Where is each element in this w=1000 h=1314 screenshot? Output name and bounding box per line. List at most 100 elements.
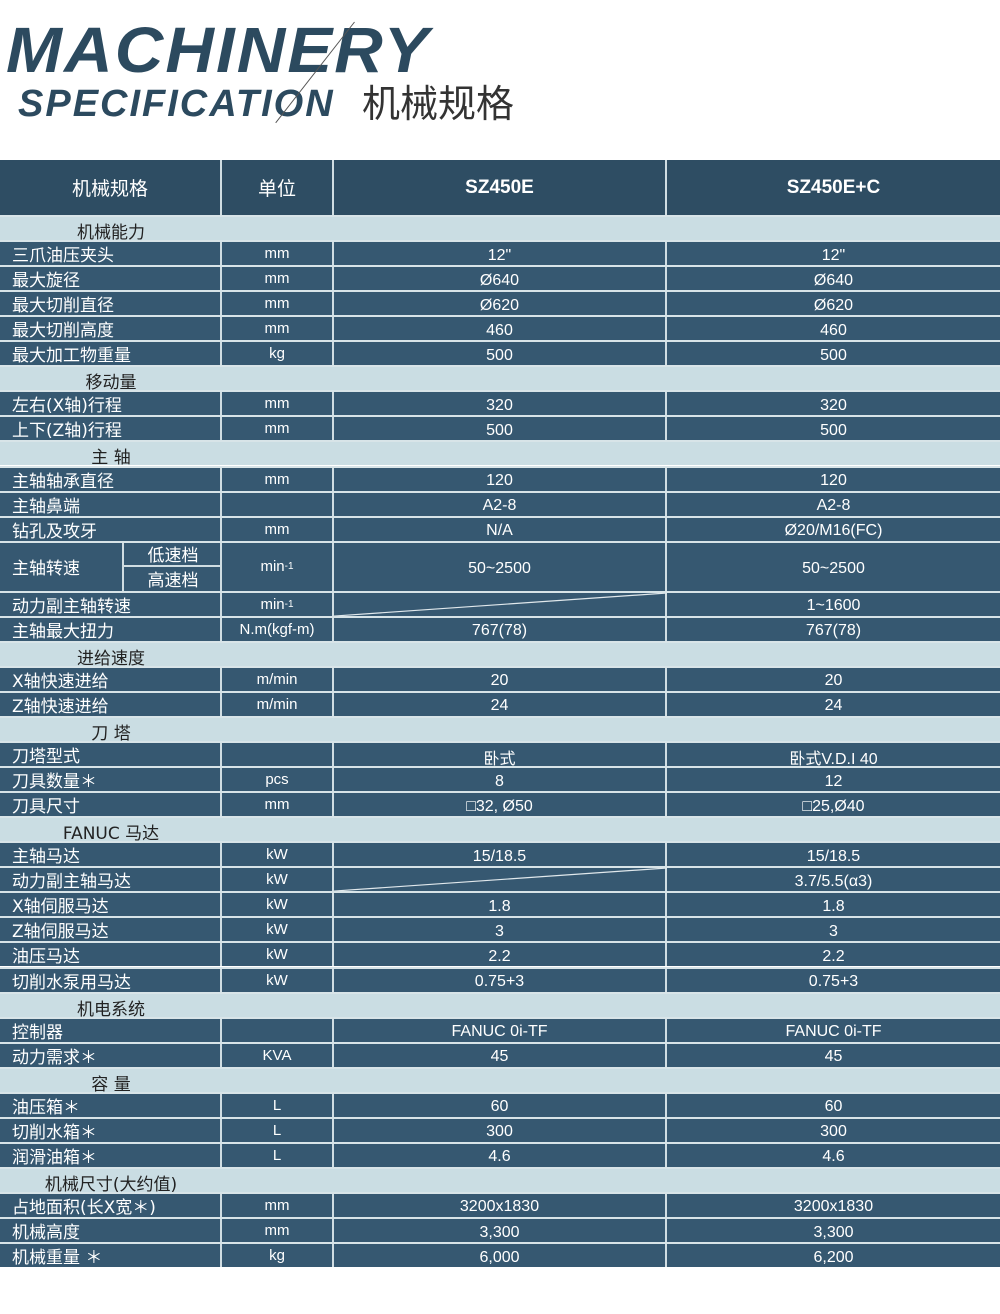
unit-cell: kg bbox=[222, 342, 334, 366]
value-sz450e: 320 bbox=[334, 392, 667, 416]
value-sz450e: 50~2500 bbox=[334, 542, 667, 591]
unit-cell: kW bbox=[222, 943, 334, 967]
sub-label: 高速档 bbox=[122, 566, 222, 591]
unit-cell: min -1 bbox=[222, 592, 334, 616]
unit-text: kW bbox=[266, 946, 288, 964]
value-sz450e-c: 1~1600 bbox=[806, 597, 861, 615]
unit-cell: kW bbox=[222, 843, 334, 867]
value-sz450e: 120 bbox=[334, 467, 667, 491]
section-title: 机电系统 bbox=[77, 999, 145, 1020]
unit-cell: kW bbox=[222, 868, 334, 892]
unit-cell: kW bbox=[222, 968, 334, 992]
value-sz450e-c: □25,Ø40 bbox=[802, 797, 865, 815]
value-sz450e: 6,000 bbox=[334, 1244, 667, 1268]
unit-text: mm bbox=[264, 245, 290, 263]
table-row: 切削水箱＊ L 300 300 bbox=[0, 1116, 1000, 1143]
table-row: 最大切削高度 mm 460 460 bbox=[0, 315, 1000, 341]
table-row: Z轴伺服马达 kW 3 3 bbox=[0, 916, 1000, 942]
unit-cell bbox=[222, 743, 334, 767]
spec-label: 最大切削高度 bbox=[0, 317, 222, 341]
unit-text: KVA bbox=[262, 1046, 292, 1064]
table-row: 切削水泵用马达 kW 0.75+3 0.75+3 bbox=[0, 966, 1000, 993]
value-sz450e-c: 0.75+3 bbox=[808, 973, 859, 991]
value-sz450e-c: A2-8 bbox=[816, 497, 851, 515]
value-sz450e bbox=[334, 592, 667, 616]
spec-label: 控制器 bbox=[0, 1018, 222, 1043]
value-sz450e: 12" bbox=[334, 242, 667, 266]
value-sz450e: □32, Ø50 bbox=[334, 793, 667, 817]
table-row: 机械高度 mm 3,300 3,300 bbox=[0, 1217, 1000, 1243]
spec-label: Z轴伺服马达 bbox=[0, 918, 222, 942]
table-row: 上下(Z轴)行程 mm 500 500 bbox=[0, 415, 1000, 441]
unit-cell: KVA bbox=[222, 1043, 334, 1067]
col-header-spec: 机械规格 bbox=[0, 160, 222, 215]
spec-label: Z轴快速进给 bbox=[0, 692, 222, 717]
page-title: 机械规格 bbox=[362, 82, 515, 126]
value-sz450e-c: 卧式V.D.I 40 bbox=[789, 750, 878, 768]
spec-label: 主轴最大扭力 bbox=[0, 617, 222, 642]
value-sz450e: 3 bbox=[334, 918, 667, 942]
value-sz450e: 20 bbox=[334, 667, 667, 691]
value-sz450e: 45 bbox=[334, 1043, 667, 1067]
value-sz450e-c: 3 bbox=[829, 922, 838, 940]
value-sz450e bbox=[334, 868, 667, 892]
value-sz450e-c: 320 bbox=[820, 396, 847, 414]
value-sz450e: 3,300 bbox=[334, 1219, 667, 1243]
unit-text: pcs bbox=[265, 771, 289, 789]
value-sz450e-c: 500 bbox=[820, 346, 847, 364]
unit-cell bbox=[222, 1018, 334, 1042]
table-row: 钻孔及攻牙 mm N/A Ø20/M16(FC) bbox=[0, 515, 1000, 542]
spec-label: 油压马达 bbox=[0, 943, 222, 967]
value-sz450e: 0.75+3 bbox=[334, 968, 667, 992]
unit-cell: m/min bbox=[222, 692, 334, 716]
table-row: 油压马达 kW 2.2 2.2 bbox=[0, 941, 1000, 967]
unit-text: N.m(kgf-m) bbox=[239, 620, 315, 638]
spec-label: 主轴轴承直径 bbox=[0, 467, 222, 492]
table-row: 三爪油压夹头 mm 12" 12" bbox=[0, 240, 1000, 266]
unit-cell: mm bbox=[222, 793, 334, 817]
value-sz450e-c: 24 bbox=[824, 697, 843, 715]
table-row: Z轴快速进给 m/min 24 24 bbox=[0, 690, 1000, 717]
unit-cell: N.m(kgf-m) bbox=[222, 617, 334, 641]
unit-text: mm bbox=[264, 270, 290, 288]
spec-label: 动力需求＊ bbox=[0, 1043, 222, 1068]
not-applicable-diagonal bbox=[334, 592, 667, 617]
value-sz450e: 1.8 bbox=[334, 893, 667, 917]
section-row: 机械能力 bbox=[0, 215, 1000, 243]
unit-text: min bbox=[260, 595, 285, 613]
value-sz450e: 460 bbox=[334, 317, 667, 341]
table-row: 左右(X轴)行程 mm 320 320 bbox=[0, 390, 1000, 416]
value-sz450e: Ø640 bbox=[334, 267, 667, 291]
table-row: 主轴最大扭力 N.m(kgf-m) 767(78) 767(78) bbox=[0, 615, 1000, 642]
value-sz450e: FANUC 0i-TF bbox=[334, 1018, 667, 1042]
value-sz450e: 卧式 bbox=[334, 743, 667, 768]
unit-cell: L bbox=[222, 1118, 334, 1142]
spec-label: 动力副主轴转速 bbox=[0, 592, 222, 617]
unit-cell bbox=[222, 492, 334, 516]
unit-cell: pcs bbox=[222, 768, 334, 792]
unit-cell: mm bbox=[222, 417, 334, 441]
value-sz450e-c: Ø620 bbox=[813, 296, 854, 314]
value-sz450e-c: 3200x1830 bbox=[793, 1198, 874, 1216]
unit-text: mm bbox=[264, 470, 290, 488]
table-row: 最大切削直径 mm Ø620 Ø620 bbox=[0, 290, 1000, 316]
unit-cell: mm bbox=[222, 392, 334, 416]
logo-specification: SPECIFICATION bbox=[18, 83, 335, 125]
value-sz450e: 767(78) bbox=[334, 617, 667, 641]
table-row: 占地面积(长X宽＊) mm 3200x1830 3200x1830 bbox=[0, 1191, 1000, 1218]
col-header-sz450e-c: SZ450E+C bbox=[667, 160, 1000, 215]
unit-superscript: -1 bbox=[284, 598, 294, 610]
section-row: 主 轴 bbox=[0, 440, 1000, 468]
value-sz450e-c: 3.7/5.5(α3) bbox=[794, 872, 873, 890]
table-row: X轴伺服马达 kW 1.8 1.8 bbox=[0, 891, 1000, 917]
table-row: 刀塔型式 卧式 卧式V.D.I 40 bbox=[0, 741, 1000, 768]
section-row: 移动量 bbox=[0, 365, 1000, 393]
unit-cell: kg bbox=[222, 1244, 334, 1268]
table-row: 润滑油箱＊ L 4.6 4.6 bbox=[0, 1141, 1000, 1168]
unit-text: mm bbox=[264, 1196, 290, 1214]
unit-text: L bbox=[272, 1121, 282, 1139]
unit-text: kg bbox=[269, 345, 285, 363]
unit-text: kg bbox=[269, 1247, 285, 1265]
spec-label: 刀具数量＊ bbox=[0, 768, 222, 792]
spec-label: 切削水箱＊ bbox=[0, 1118, 222, 1143]
